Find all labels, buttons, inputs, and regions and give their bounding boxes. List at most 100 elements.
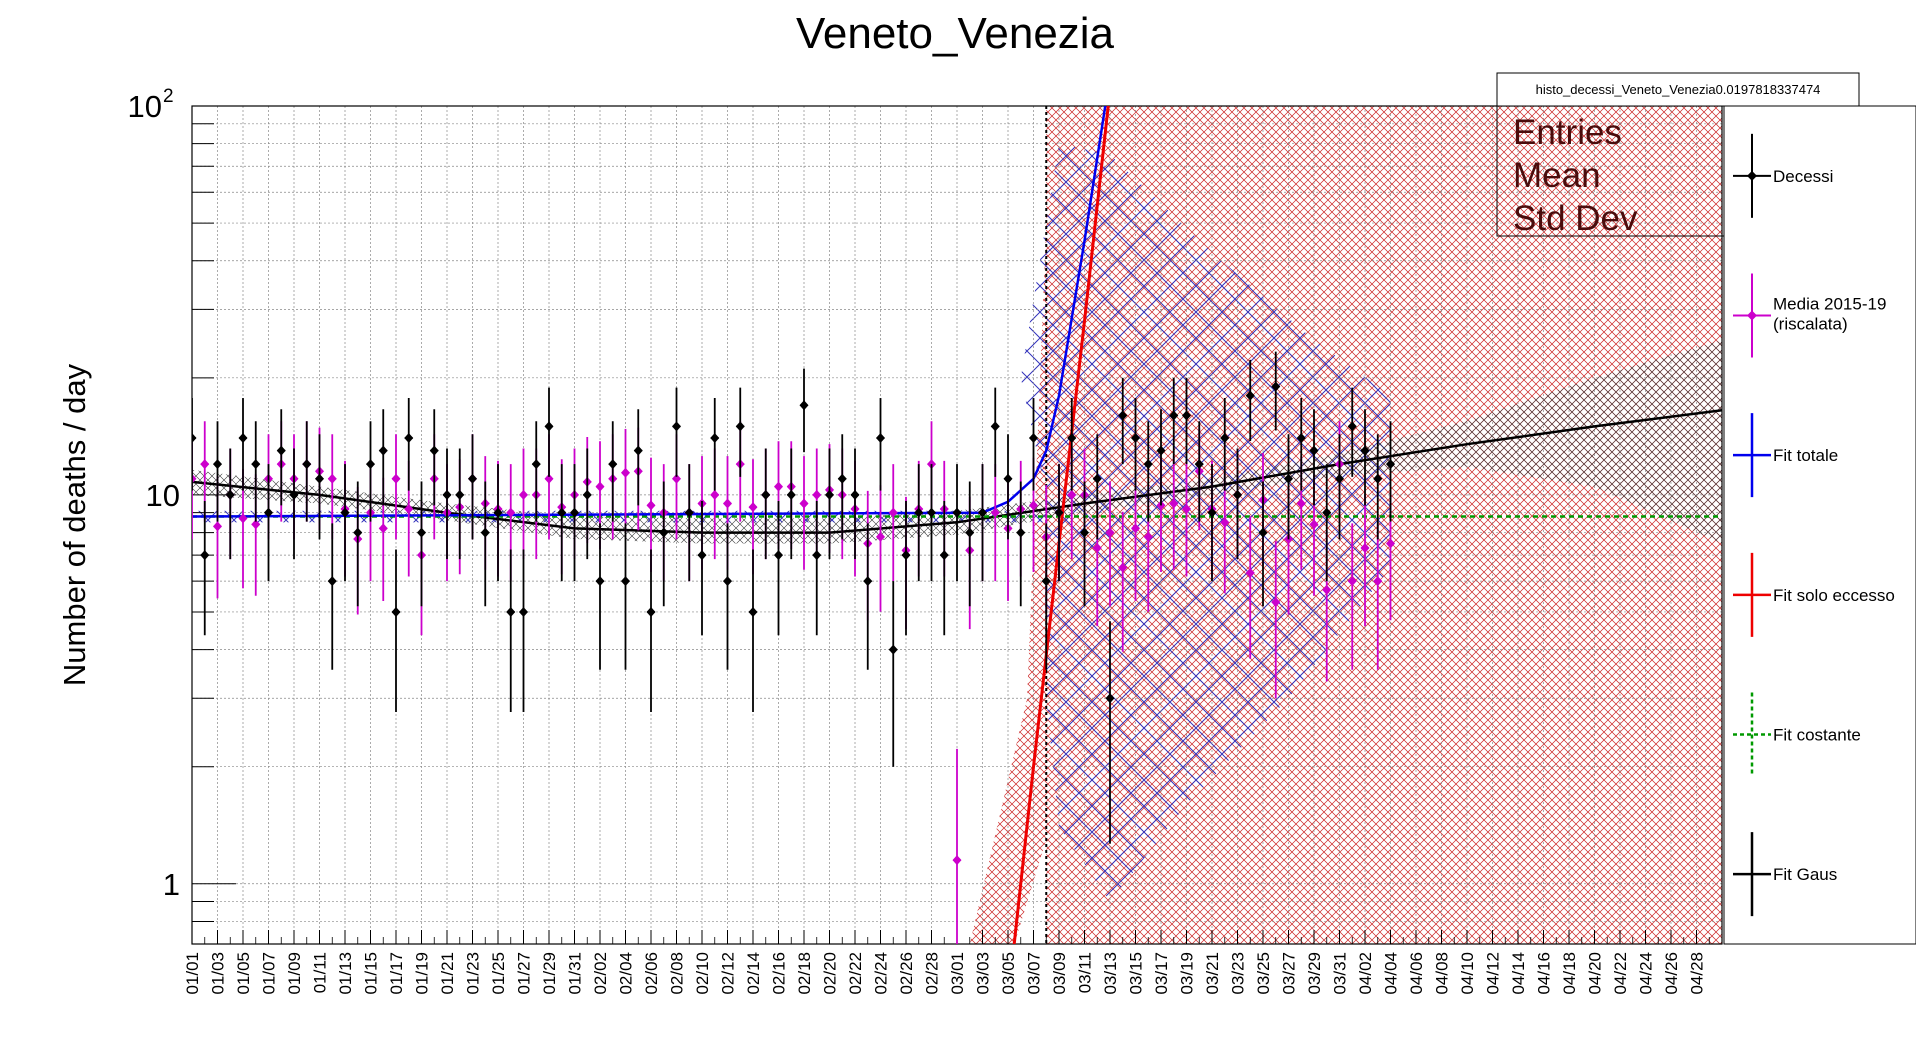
x-tick-label: 03/07 [1025, 952, 1044, 995]
media-point [1220, 517, 1230, 528]
decessi-point [799, 400, 809, 411]
x-tick-label: 01/07 [260, 952, 279, 995]
decessi-point [557, 507, 567, 518]
decessi-point [1118, 410, 1128, 421]
decessi-point [1080, 527, 1089, 538]
x-tick-label: 02/26 [897, 952, 916, 995]
media-point [1245, 567, 1255, 578]
decessi-point [251, 459, 261, 470]
decessi-point [366, 459, 375, 470]
x-tick-label: 04/12 [1484, 952, 1503, 995]
x-tick-label: 01/29 [540, 952, 559, 995]
y-tick-label: 10 [146, 478, 180, 513]
media-point [519, 489, 528, 500]
fit-curve-fit-totale [192, 106, 1107, 518]
decessi-point [786, 489, 796, 500]
decessi-point [1194, 459, 1204, 470]
x-tick-label: 04/04 [1382, 952, 1401, 995]
x-tick-label: 04/02 [1356, 952, 1375, 995]
x-tick-label: 03/03 [974, 952, 993, 995]
legend-label: Fit costante [1773, 726, 1861, 745]
x-tick-label: 04/26 [1662, 952, 1681, 995]
decessi-point [225, 489, 235, 500]
decessi-point [1016, 527, 1026, 538]
media-point [327, 473, 337, 484]
x-tick-label: 03/09 [1050, 952, 1069, 995]
axes: 01/01 01/03 01/05 01/07 01/09 01/11 01/13 01/15… [128, 86, 1710, 995]
decessi-point [1271, 381, 1281, 392]
decessi-point [442, 489, 452, 500]
decessi-point [1309, 445, 1319, 456]
decessi-point [646, 606, 656, 617]
decessi-point [1360, 445, 1370, 456]
x-tick-label: 03/31 [1331, 952, 1350, 995]
media-point [812, 489, 822, 500]
media-point [1118, 562, 1128, 573]
x-tick-label: 01/11 [311, 952, 330, 993]
decessi-point [901, 550, 911, 561]
decessi-point [595, 576, 605, 587]
decessi-point [1207, 507, 1217, 518]
media-point [251, 519, 261, 530]
decessi-point [633, 445, 643, 456]
media-point [1131, 523, 1140, 534]
x-tick-label: 04/18 [1560, 952, 1579, 995]
decessi-point [429, 445, 439, 456]
media-point [672, 473, 681, 484]
decessi-point [1386, 459, 1395, 470]
decessi-point [1182, 410, 1191, 421]
y-axis-label: Number of deaths / day [57, 363, 92, 686]
x-tick-label: 04/28 [1688, 952, 1707, 995]
x-tick-label: 01/21 [438, 952, 457, 995]
x-tick-label: 02/24 [872, 952, 891, 995]
decessi-point [213, 459, 222, 470]
media-point [1182, 503, 1191, 514]
decessi-point [927, 507, 936, 518]
legend-label: Fit Gaus [1773, 865, 1837, 884]
decessi-point [1322, 507, 1332, 518]
decessi-point [531, 459, 541, 470]
decessi-point [289, 489, 299, 500]
decessi-point [1003, 473, 1013, 484]
media-point [1143, 531, 1153, 542]
decessi-point [238, 433, 248, 444]
media-point [213, 521, 222, 532]
decessi-point [952, 507, 962, 518]
legend-label-line2: (riscalata) [1773, 315, 1848, 334]
decessi-point [978, 507, 987, 518]
decessi-point [417, 527, 426, 538]
media-point [378, 523, 388, 534]
x-tick-label: 01/23 [464, 952, 483, 995]
decessi-point [570, 507, 579, 518]
media-point [391, 473, 401, 484]
media-point [1296, 498, 1306, 509]
decessi-point [1169, 410, 1179, 421]
media-point [1386, 538, 1395, 549]
decessi-point [723, 576, 732, 587]
decessi-point [1029, 433, 1038, 444]
x-tick-label: 01/03 [209, 952, 228, 995]
legend-label: Decessi [1773, 167, 1833, 186]
decessi-point [404, 433, 414, 444]
decessi-point [888, 644, 898, 655]
decessi-point [1258, 527, 1268, 538]
media-point [1373, 576, 1383, 587]
decessi-point [455, 489, 465, 500]
decessi-point [493, 507, 503, 518]
media-point [192, 473, 197, 484]
x-tick-label: 03/01 [948, 952, 967, 995]
x-tick-label: 04/20 [1586, 952, 1605, 995]
x-tick-label: 02/28 [923, 952, 942, 995]
decessi-point [302, 459, 312, 470]
stats-box-name: histo_decessi_Veneto_Venezia0.0197818337… [1536, 82, 1821, 97]
x-tick-label: 03/27 [1280, 952, 1299, 995]
x-tick-label: 04/10 [1458, 952, 1477, 995]
decessi-point [378, 445, 388, 456]
media-point [238, 513, 248, 524]
x-tick-label: 03/23 [1229, 952, 1248, 995]
x-tick-label: 03/21 [1203, 952, 1222, 995]
decessi-point [659, 527, 669, 538]
x-tick-label: 03/11 [1076, 952, 1095, 993]
decessi-point [914, 507, 924, 518]
